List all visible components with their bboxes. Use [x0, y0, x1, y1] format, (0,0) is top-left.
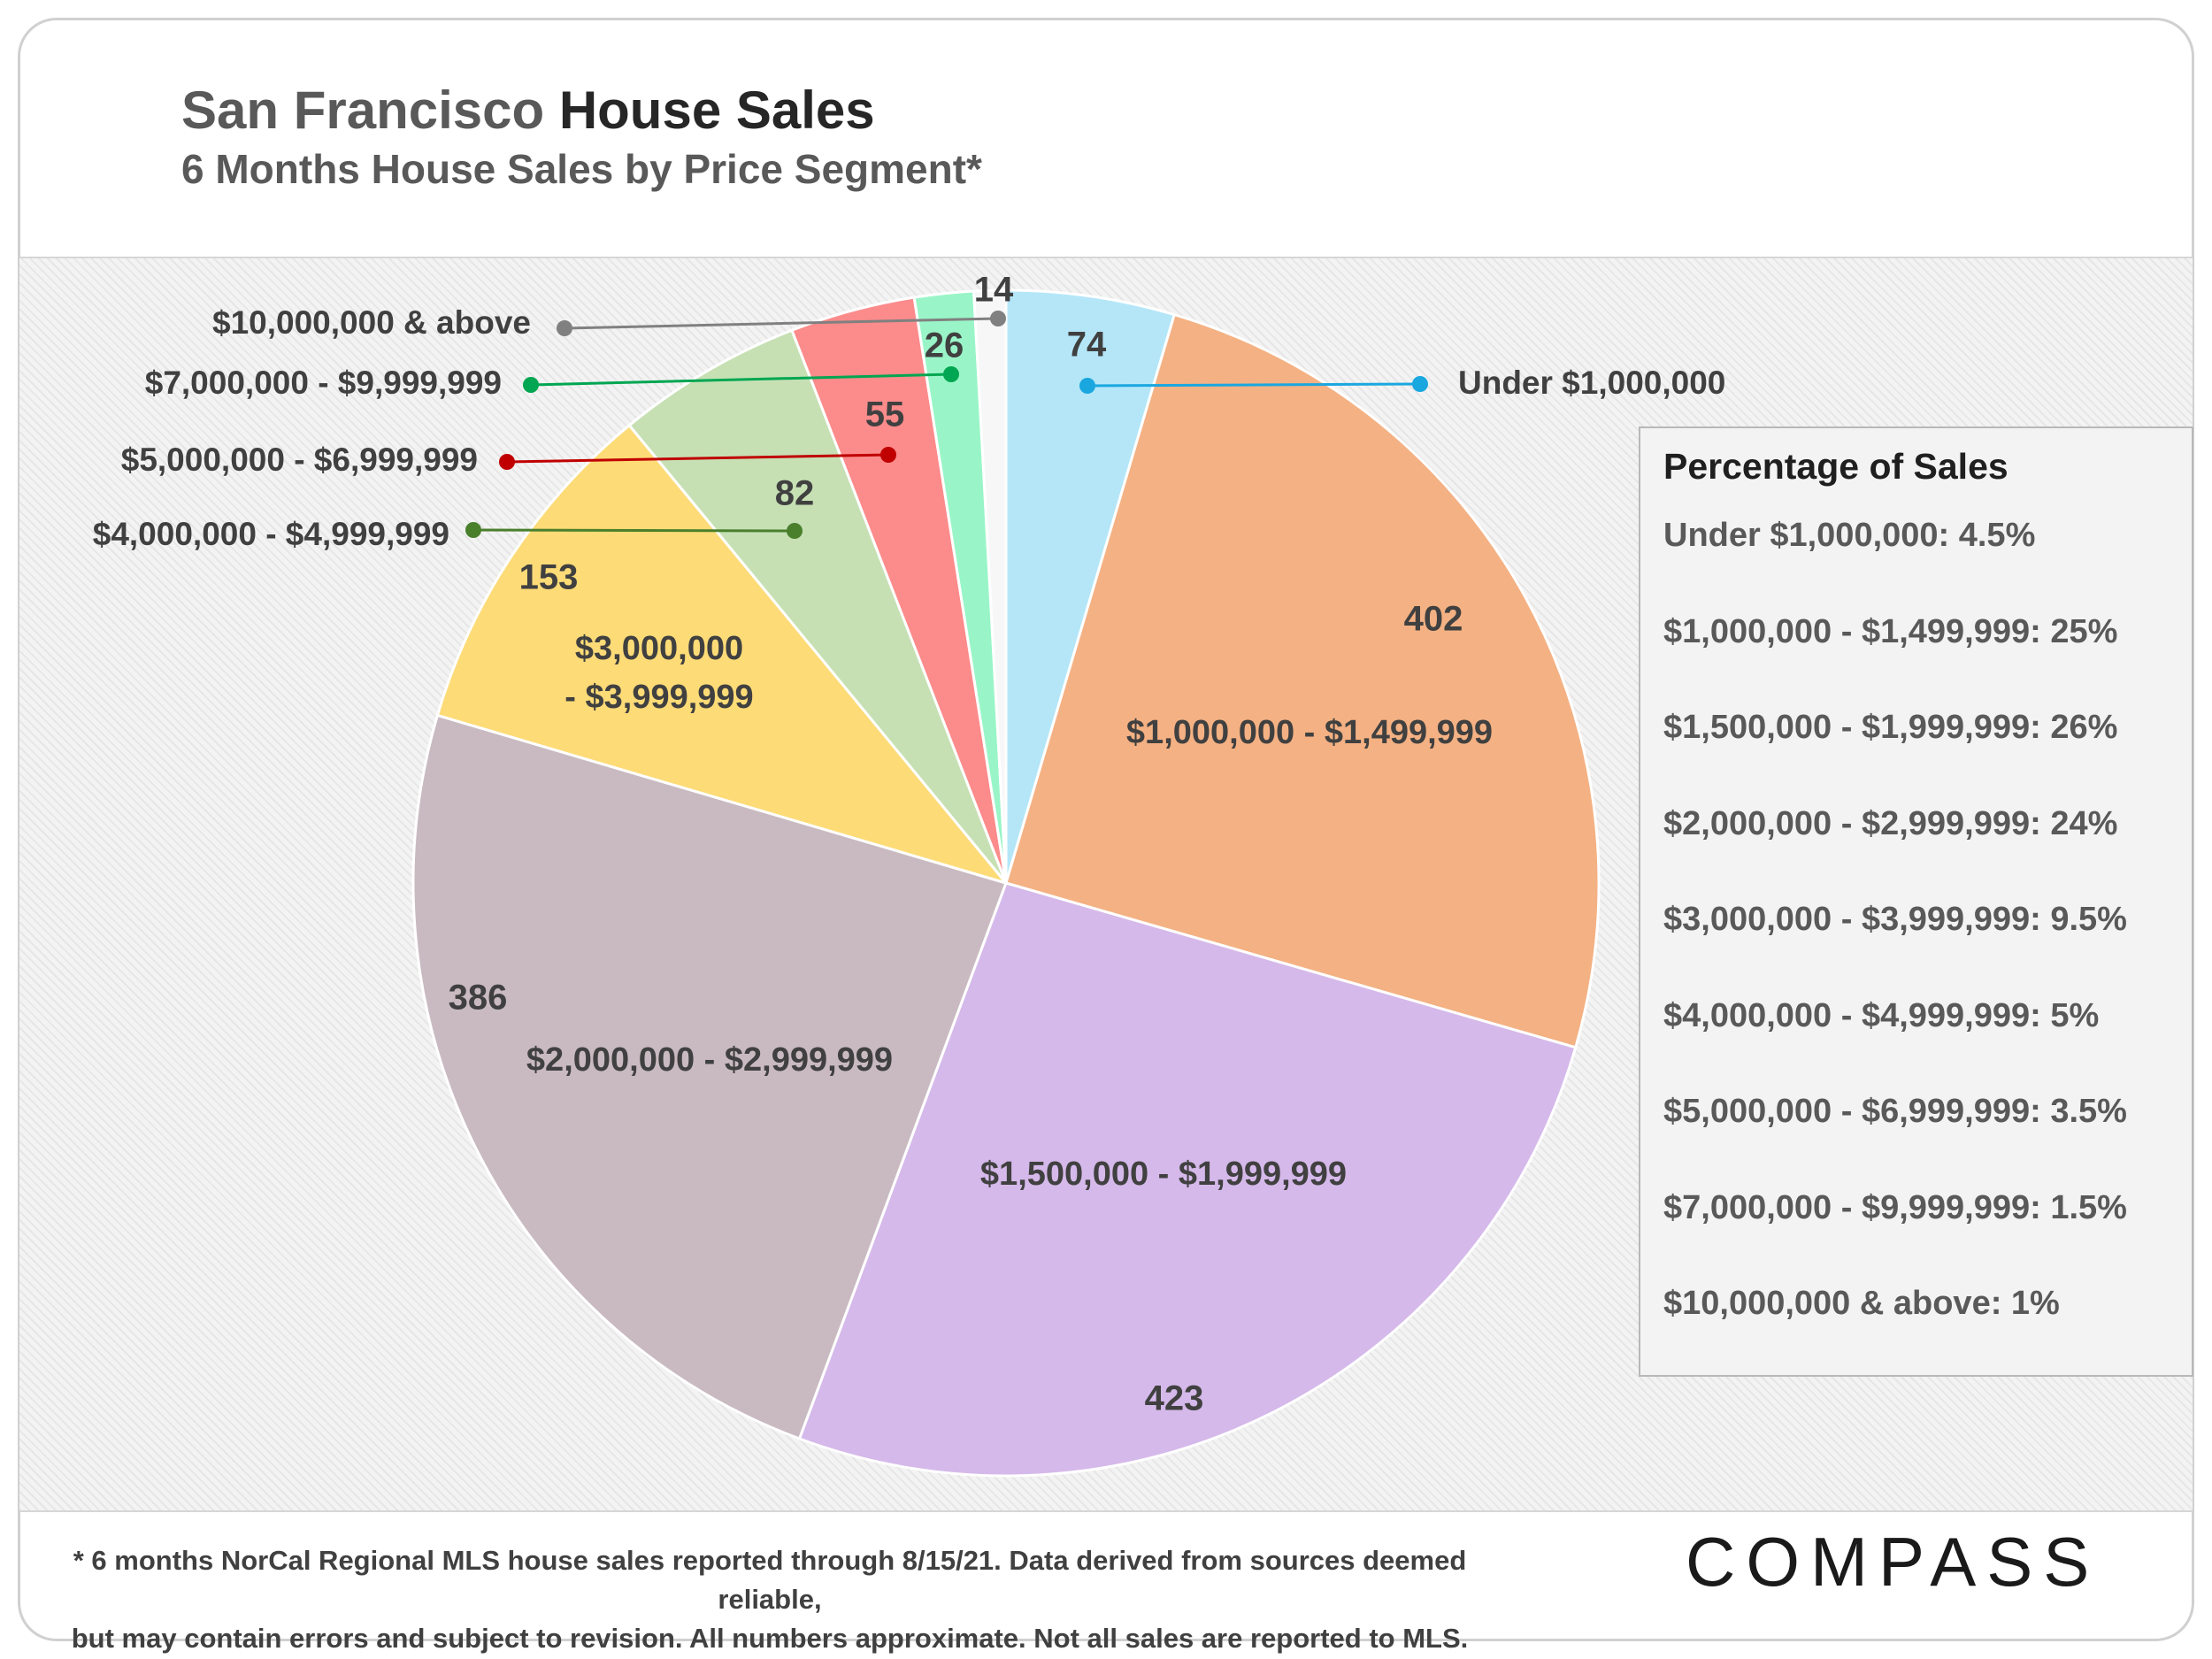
pie-slice-4-000-000-4-999-999: [627, 328, 1008, 884]
callout-dot-under-1-000-000: [1412, 376, 1428, 392]
legend-item: $3,000,000 - $3,999,999: 9.5%: [1663, 901, 2127, 938]
legend-item: $5,000,000 - $6,999,999: 3.5%: [1663, 1093, 2127, 1130]
callout-line-4-000-000-4-999-999: [472, 528, 795, 533]
pie-labels: 74 402 423 386 153 82 55 26 14 $1,000,000 - $1,49…: [93, 271, 1726, 1418]
value-label-4-000-000-4-999-999: 82: [775, 474, 815, 513]
footnote-line-2: but may contain errors and subject to re…: [71, 1623, 1469, 1654]
callout-dot-7-000-000-9-999-999: [523, 377, 539, 393]
value-label-1-500-000-1-999-999: 423: [1145, 1379, 1204, 1418]
callout-dot-10-000-000-above: [557, 320, 572, 336]
pie-slices: [411, 288, 1601, 1478]
header: San Francisco House Sales 6 Months House…: [181, 81, 982, 193]
value-label-3-000-000-3-999-999: 153: [519, 558, 579, 597]
callout-label-10-000-000-above: $10,000,000 & above: [212, 304, 531, 341]
legend-item: $10,000,000 & above: 1%: [1663, 1285, 2060, 1322]
compass-logo: COMPASS: [1686, 1523, 2101, 1601]
pie-slice-under-1-000-000: [1004, 288, 1177, 884]
value-label-under-1-000-000: 74: [1067, 326, 1107, 365]
callout-line-10-000-000-above: [564, 317, 999, 330]
value-label-7-000-000-9-999-999: 26: [925, 326, 964, 365]
callout-dot-5-000-000-6-999-999: [880, 447, 896, 463]
callout-line-7-000-000-9-999-999: [530, 373, 952, 387]
pie-slice-10-000-000-above: [972, 288, 1008, 884]
callout-line-under-1-000-000: [1087, 382, 1421, 388]
title-part-2: House Sales: [558, 81, 875, 140]
page-title: San Francisco House Sales: [181, 81, 982, 140]
callout-dot-under-1-000-000: [1079, 378, 1095, 394]
callout-dot-4-000-000-4-999-999: [465, 522, 481, 538]
legend-title: Percentage of Sales: [1663, 446, 2008, 487]
pie-slice-1-000-000-1-499-999: [1004, 312, 1601, 1049]
legend-items: Under $1,000,000: 4.5% $1,000,000 - $1,4…: [1663, 512, 2192, 1377]
footnote-line-1: * 6 months NorCal Regional MLS house sal…: [73, 1545, 1467, 1615]
page-subtitle: 6 Months House Sales by Price Segment*: [181, 146, 982, 192]
callout-label-7-000-000-9-999-999: $7,000,000 - $9,999,999: [145, 365, 502, 401]
segment-label-3-000-000-3-999-999: - $3,999,999: [565, 679, 753, 716]
footnote: * 6 months NorCal Regional MLS house sal…: [71, 1541, 1469, 1658]
legend-item: Under $1,000,000: 4.5%: [1663, 517, 2036, 554]
callout-label-under-1-000-000: Under $1,000,000: [1458, 365, 1725, 401]
callout-lines: [465, 311, 1428, 539]
legend-item: $1,000,000 - $1,499,999: 25%: [1663, 612, 2118, 650]
callout-dot-7-000-000-9-999-999: [943, 366, 959, 382]
callout-dot-10-000-000-above: [990, 311, 1006, 326]
callout-dot-4-000-000-4-999-999: [787, 523, 803, 539]
legend-item: $2,000,000 - $2,999,999: 24%: [1663, 804, 2118, 842]
value-label-1-000-000-1-499-999: 402: [1404, 600, 1463, 639]
callout-line-5-000-000-6-999-999: [506, 453, 889, 464]
pie-slice-2-000-000-2-999-999: [411, 713, 1008, 1440]
title-part-1: San Francisco: [181, 81, 559, 140]
segment-label-1-500-000-1-999-999: $1,500,000 - $1,999,999: [980, 1156, 1347, 1193]
legend-item: $4,000,000 - $4,999,999: 5%: [1663, 996, 2100, 1034]
callout-dot-5-000-000-6-999-999: [499, 454, 515, 470]
value-label-2-000-000-2-999-999: 386: [449, 979, 508, 1018]
pie-slice-3-000-000-3-999-999: [435, 423, 1010, 886]
percentage-legend: Percentage of Sales Under $1,000,000: 4.…: [1639, 426, 2193, 1377]
segment-label-3-000-000-3-999-999: $3,000,000: [575, 630, 743, 667]
value-label-10-000-000-above: 14: [974, 271, 1014, 310]
callout-label-4-000-000-4-999-999: $4,000,000 - $4,999,999: [93, 516, 449, 552]
segment-label-2-000-000-2-999-999: $2,000,000 - $2,999,999: [526, 1041, 893, 1079]
value-label-5-000-000-6-999-999: 55: [865, 396, 905, 434]
pie-slice-1-500-000-1-999-999: [797, 881, 1578, 1478]
callout-label-5-000-000-6-999-999: $5,000,000 - $6,999,999: [121, 442, 478, 478]
legend-item: $1,500,000 - $1,999,999: 26%: [1663, 709, 2118, 746]
segment-label-1-000-000-1-499-999: $1,000,000 - $1,499,999: [1126, 714, 1493, 751]
legend-item: $7,000,000 - $9,999,999: 1.5%: [1663, 1188, 2127, 1226]
